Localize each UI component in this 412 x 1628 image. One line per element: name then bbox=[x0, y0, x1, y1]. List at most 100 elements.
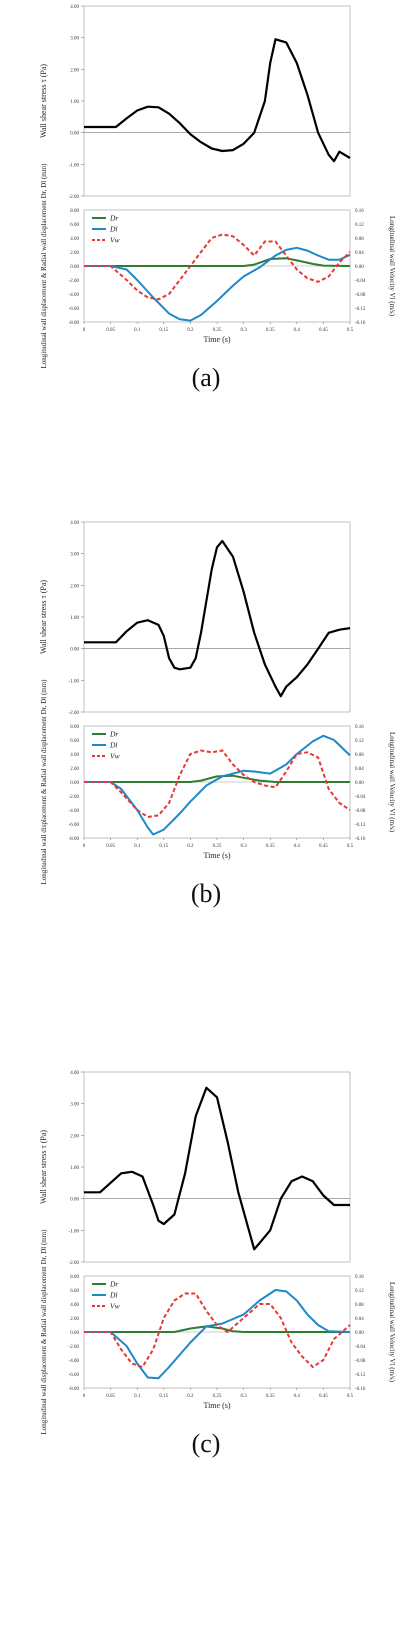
wss-ylabel: Wall shear stress τ (Pa) bbox=[39, 64, 48, 138]
legend-label-dr: Dr bbox=[109, 1280, 118, 1289]
disp-xtick-label: 0.2 bbox=[187, 328, 194, 333]
disp-left-ytick-label: 4.00 bbox=[70, 237, 79, 242]
disp-left-ytick-label: -8.00 bbox=[69, 837, 80, 842]
disp-right-ytick-label: -0.16 bbox=[355, 321, 366, 326]
disp-left-ylabel: Longitudinal wall displacement & Radial … bbox=[40, 1229, 48, 1435]
panel-3: 4.00 3.00 2.00 1.00 0.00 -1.00 -2.00 Wall shear… bbox=[39, 1071, 396, 1458]
disp-xtick-label: 0.45 bbox=[319, 1394, 328, 1399]
disp-right-ytick-label: 0.08 bbox=[355, 1303, 364, 1308]
disp-left-ytick-label: -2.00 bbox=[69, 795, 80, 800]
wss-ytick-label: -2.00 bbox=[69, 195, 80, 200]
disp-xtick-label: 0.5 bbox=[347, 1394, 354, 1399]
disp-left-ytick-label: 0.00 bbox=[70, 1331, 79, 1336]
disp-left-ytick-label: -2.00 bbox=[69, 1345, 80, 1350]
series-line-vw bbox=[84, 233, 351, 301]
disp-xtick-label: 0.15 bbox=[159, 844, 168, 849]
disp-left-ytick-label: -6.00 bbox=[69, 823, 80, 828]
disp-xtick-label: 0.3 bbox=[240, 1394, 247, 1399]
disp-right-ytick-label: 0.08 bbox=[355, 237, 364, 242]
wss-series-line bbox=[84, 1086, 350, 1251]
disp-right-ytick-label: 0.04 bbox=[355, 251, 364, 256]
disp-right-ytick-label: 0.00 bbox=[355, 1331, 364, 1336]
displacement-chart: 8.00 6.00 4.00 2.00 0.00 -2.00 -4.00 -6.00 -8.00… bbox=[40, 679, 396, 885]
wss-ylabel: Wall shear stress τ (Pa) bbox=[39, 1130, 48, 1204]
disp-left-ytick-label: -8.00 bbox=[69, 1387, 80, 1392]
disp-right-ytick-label: -0.12 bbox=[355, 823, 366, 828]
disp-right-ylabel: Longitudinal wall Velocity Vl (m/s) bbox=[388, 216, 396, 317]
panel-2: 4.00 3.00 2.00 1.00 0.00 -1.00 -2.00 Wall shear… bbox=[39, 521, 396, 908]
disp-xtick-label: 0.45 bbox=[319, 328, 328, 333]
legend-label-dl: Dl bbox=[109, 1291, 118, 1300]
legend-label-dr: Dr bbox=[109, 214, 118, 223]
disp-xtick-label: 0 bbox=[83, 328, 86, 333]
disp-left-ytick-label: 4.00 bbox=[70, 753, 79, 758]
disp-xtick-label: 0.35 bbox=[266, 328, 275, 333]
displacement-chart: 8.00 6.00 4.00 2.00 0.00 -2.00 -4.00 -6.00 -8.00… bbox=[40, 1229, 396, 1435]
disp-xtick-label: 0.4 bbox=[294, 328, 301, 333]
disp-xtick-label: 0.2 bbox=[187, 844, 194, 849]
disp-xtick-label: 0.1 bbox=[134, 328, 141, 333]
disp-xtick-label: 0.3 bbox=[240, 328, 247, 333]
disp-xtick-label: 0.35 bbox=[266, 1394, 275, 1399]
disp-xtick-label: 0.5 bbox=[347, 844, 354, 849]
series-line-dl bbox=[84, 246, 351, 322]
wss-ytick-label: 0.00 bbox=[70, 648, 79, 653]
disp-right-ytick-label: -0.08 bbox=[355, 1359, 366, 1364]
legend-label-dl: Dl bbox=[109, 225, 118, 234]
disp-xtick-label: 0 bbox=[83, 1394, 86, 1399]
disp-right-ytick-label: -0.12 bbox=[355, 1373, 366, 1378]
disp-left-ytick-label: -4.00 bbox=[69, 1359, 80, 1364]
legend-label-dr: Dr bbox=[109, 730, 118, 739]
wss-ytick-label: 4.00 bbox=[70, 521, 79, 526]
wss-series-line bbox=[84, 539, 351, 698]
disp-left-ytick-label: 2.00 bbox=[70, 767, 79, 772]
disp-left-ytick-label: 6.00 bbox=[70, 223, 79, 228]
disp-left-ytick-label: -8.00 bbox=[69, 321, 80, 326]
disp-xtick-label: 0.2 bbox=[187, 1394, 194, 1399]
disp-xtick-label: 0.45 bbox=[319, 844, 328, 849]
disp-xtick-label: 0.5 bbox=[347, 328, 354, 333]
wss-ytick-label: 1.00 bbox=[70, 616, 79, 621]
wss-chart: 4.00 3.00 2.00 1.00 0.00 -1.00 -2.00 Wall shear… bbox=[39, 521, 351, 716]
wss-ytick-label: 1.00 bbox=[70, 100, 79, 105]
wss-ytick-label: 2.00 bbox=[70, 1134, 79, 1139]
disp-right-ytick-label: -0.08 bbox=[355, 293, 366, 298]
wss-ytick-label: 3.00 bbox=[70, 37, 79, 42]
disp-left-ylabel: Longitudinal wall displacement & Radial … bbox=[40, 163, 48, 369]
disp-right-ytick-label: -0.16 bbox=[355, 837, 366, 842]
wss-chart: 4.00 3.00 2.00 1.00 0.00 -1.00 -2.00 Wall shear… bbox=[39, 5, 351, 200]
wss-series-line bbox=[84, 38, 351, 163]
wss-ytick-label: 0.00 bbox=[70, 132, 79, 137]
disp-left-ytick-label: -6.00 bbox=[69, 307, 80, 312]
disp-left-ytick-label: -6.00 bbox=[69, 1373, 80, 1378]
disp-right-ytick-label: 0.04 bbox=[355, 767, 364, 772]
legend-label-vw: Vw bbox=[110, 1302, 120, 1311]
wss-ytick-label: 2.00 bbox=[70, 584, 79, 589]
disp-right-ylabel: Longitudinal wall Velocity Vl (m/s) bbox=[388, 1282, 396, 1383]
wss-ytick-label: 1.00 bbox=[70, 1166, 79, 1171]
disp-right-ytick-label: 0.16 bbox=[355, 1275, 364, 1280]
disp-left-ytick-label: 8.00 bbox=[70, 1275, 79, 1280]
wss-ytick-label: 2.00 bbox=[70, 68, 79, 73]
disp-right-ytick-label: 0.08 bbox=[355, 753, 364, 758]
series-line-vw bbox=[84, 1292, 351, 1368]
disp-xtick-label: 0.25 bbox=[213, 1394, 222, 1399]
disp-right-ylabel: Longitudinal wall Velocity Vl (m/s) bbox=[388, 732, 396, 833]
disp-right-ytick-label: 0.16 bbox=[355, 725, 364, 730]
disp-right-ytick-label: -0.12 bbox=[355, 307, 366, 312]
disp-right-ytick-label: 0.00 bbox=[355, 781, 364, 786]
disp-left-ytick-label: -4.00 bbox=[69, 809, 80, 814]
disp-xtick-label: 0.05 bbox=[106, 1394, 115, 1399]
series-line-dl bbox=[84, 1289, 351, 1380]
wss-chart: 4.00 3.00 2.00 1.00 0.00 -1.00 -2.00 Wall shear… bbox=[39, 1071, 351, 1266]
disp-xtick-label: 0.4 bbox=[294, 844, 301, 849]
legend-label-vw: Vw bbox=[110, 236, 120, 245]
panel-1: 4.00 3.00 2.00 1.00 0.00 -1.00 -2.00 Wall shear… bbox=[39, 5, 396, 392]
disp-xtick-label: 0.25 bbox=[213, 328, 222, 333]
legend-label-dl: Dl bbox=[109, 741, 118, 750]
disp-xtick-label: 0.15 bbox=[159, 328, 168, 333]
disp-left-ytick-label: -2.00 bbox=[69, 279, 80, 284]
disp-xlabel: Time (s) bbox=[203, 851, 230, 860]
disp-xtick-label: 0.15 bbox=[159, 1394, 168, 1399]
